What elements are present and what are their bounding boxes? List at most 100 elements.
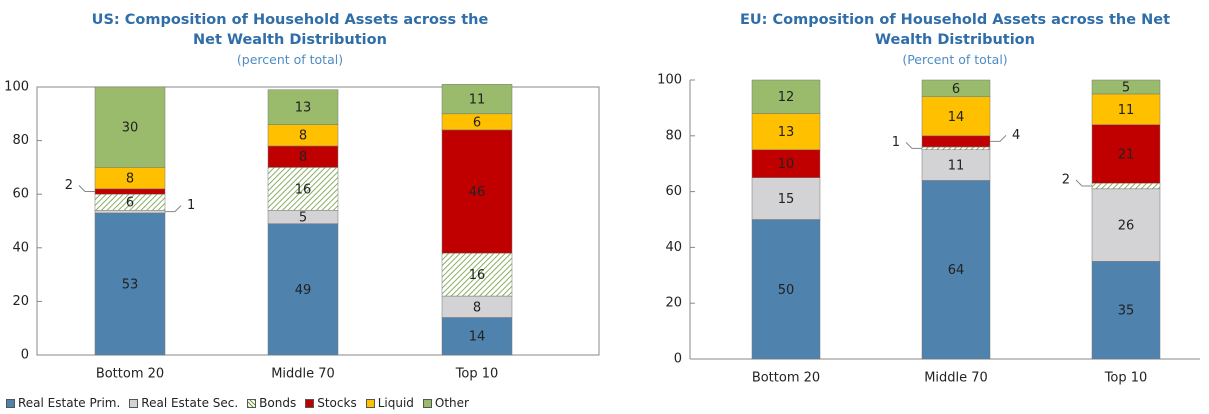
data-label: 13 bbox=[778, 125, 795, 140]
bar-segment bbox=[1091, 79, 1161, 95]
data-label: 8 bbox=[299, 150, 307, 165]
bar-segment bbox=[921, 79, 991, 97]
legend-item: Bonds bbox=[247, 396, 296, 410]
y-tick-label: 80 bbox=[12, 133, 29, 148]
bar-segment bbox=[267, 223, 339, 356]
data-label: 8 bbox=[299, 129, 307, 144]
x-tick-label: Bottom 20 bbox=[752, 371, 820, 386]
bar-segment bbox=[1091, 182, 1161, 190]
bar-segment bbox=[441, 317, 513, 356]
legend-swatch bbox=[422, 398, 432, 408]
y-tick-label: 20 bbox=[12, 294, 29, 309]
y-tick-label: 40 bbox=[665, 240, 682, 255]
label-leader bbox=[78, 185, 95, 193]
legend-swatch bbox=[305, 398, 315, 408]
bar-segment bbox=[94, 86, 166, 168]
bar-segment bbox=[1091, 188, 1161, 262]
bar-segment bbox=[751, 113, 821, 151]
data-label: 10 bbox=[778, 157, 795, 172]
data-label: 6 bbox=[952, 82, 960, 97]
data-label: 35 bbox=[1118, 304, 1135, 319]
y-tick-label: 60 bbox=[665, 184, 682, 199]
data-label: 13 bbox=[295, 101, 312, 116]
data-label: 1 bbox=[187, 198, 195, 213]
chart-subtitle: (Percent of total) bbox=[902, 52, 1008, 67]
bar-segment bbox=[441, 129, 513, 254]
legend-item: Other bbox=[422, 396, 469, 410]
data-label: 6 bbox=[473, 115, 481, 130]
bar-segment bbox=[751, 79, 821, 114]
legend-label: Real Estate Sec. bbox=[141, 396, 239, 410]
data-label: 4 bbox=[1012, 128, 1020, 143]
data-label: 49 bbox=[295, 283, 312, 298]
bar-segment bbox=[441, 252, 513, 297]
y-tick-label: 60 bbox=[12, 187, 29, 202]
x-tick-label: Top 10 bbox=[455, 367, 499, 382]
bar-segment bbox=[921, 149, 991, 181]
bar-segment bbox=[921, 96, 991, 137]
legend-swatch bbox=[247, 398, 257, 408]
data-label: 2 bbox=[65, 178, 73, 193]
data-label: 5 bbox=[1122, 80, 1130, 95]
bar-segment bbox=[94, 212, 166, 356]
bar-segment bbox=[267, 89, 339, 125]
data-label: 11 bbox=[469, 93, 486, 108]
y-tick-label: 40 bbox=[12, 240, 29, 255]
x-tick-label: Middle 70 bbox=[271, 367, 335, 382]
bar-segment bbox=[921, 146, 991, 151]
data-label: 53 bbox=[122, 277, 139, 292]
data-label: 16 bbox=[469, 268, 486, 283]
legend-swatch bbox=[129, 398, 139, 408]
data-label: 30 bbox=[122, 121, 139, 136]
legend-label: Other bbox=[434, 396, 469, 410]
data-label: 1 bbox=[892, 135, 900, 150]
legend-label: Real Estate Prim. bbox=[18, 396, 121, 410]
legend-swatch bbox=[365, 398, 375, 408]
bar-segment bbox=[751, 177, 821, 220]
label-leader bbox=[165, 205, 182, 213]
legend-label: Stocks bbox=[317, 396, 357, 410]
data-label: 2 bbox=[1062, 173, 1070, 188]
data-label: 5 bbox=[299, 210, 307, 225]
bar-segment bbox=[921, 135, 991, 148]
bar-segment bbox=[1091, 261, 1161, 360]
x-tick-label: Bottom 20 bbox=[96, 367, 164, 382]
legend-item: Real Estate Prim. bbox=[6, 396, 120, 410]
data-label: 64 bbox=[948, 263, 965, 278]
data-label: 8 bbox=[126, 172, 134, 187]
label-leader bbox=[905, 142, 922, 149]
bar-segment bbox=[751, 149, 821, 178]
legend-item: Stocks bbox=[305, 396, 357, 410]
data-label: 11 bbox=[948, 159, 965, 174]
data-label: 15 bbox=[778, 192, 795, 207]
y-tick-label: 100 bbox=[657, 73, 682, 88]
y-tick-label: 80 bbox=[665, 128, 682, 143]
x-tick-label: Top 10 bbox=[1104, 371, 1148, 386]
label-leader bbox=[1075, 179, 1092, 187]
legend-swatch bbox=[6, 398, 15, 408]
data-label: 8 bbox=[473, 300, 481, 315]
bar-segment bbox=[921, 180, 991, 360]
data-label: 14 bbox=[469, 330, 486, 345]
chart-subtitle: (percent of total) bbox=[236, 52, 344, 67]
data-label: 12 bbox=[778, 90, 795, 105]
y-tick-label: 100 bbox=[4, 80, 29, 95]
chart-title: EU: Composition of Household Assets acro… bbox=[739, 12, 1171, 48]
bar-segment bbox=[441, 84, 513, 115]
data-label: 46 bbox=[469, 185, 486, 200]
data-label: 26 bbox=[1118, 219, 1135, 234]
legend-label: Liquid bbox=[377, 396, 414, 410]
y-tick-label: 0 bbox=[21, 348, 29, 363]
y-tick-label: 20 bbox=[665, 296, 682, 311]
data-label: 6 bbox=[126, 196, 134, 211]
bar-segment bbox=[94, 188, 166, 195]
data-label: 50 bbox=[778, 283, 795, 298]
chart-title: US: Composition of Household Assets acro… bbox=[91, 12, 489, 48]
legend: Real Estate Prim. Real Estate Sec. Bonds St… bbox=[6, 396, 469, 410]
y-tick-label: 0 bbox=[674, 352, 682, 367]
data-label: 21 bbox=[1118, 147, 1135, 162]
data-label: 14 bbox=[948, 110, 965, 125]
bar-segment bbox=[1091, 93, 1161, 125]
